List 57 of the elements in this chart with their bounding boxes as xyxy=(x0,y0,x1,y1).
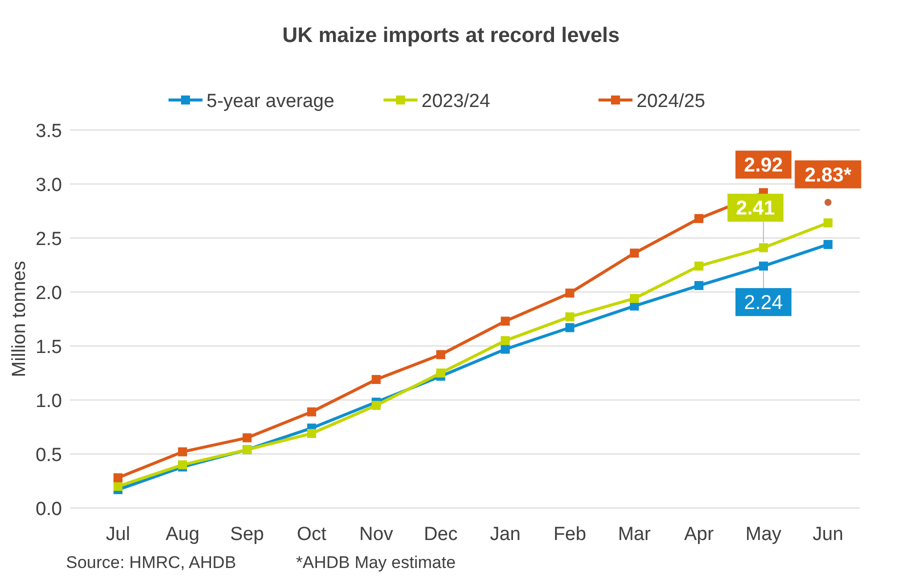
point xyxy=(307,407,316,416)
point xyxy=(758,262,768,271)
point xyxy=(500,316,510,326)
x-tick-label: Feb xyxy=(553,524,586,545)
point xyxy=(500,344,510,354)
point xyxy=(436,350,446,360)
x-tick-label: Jul xyxy=(106,524,130,545)
point xyxy=(694,281,704,290)
point xyxy=(307,428,316,438)
y-tick-label: 2.5 xyxy=(36,229,62,250)
data-label: 2.83* xyxy=(804,164,852,186)
point xyxy=(824,218,832,228)
y-tick-label: 0.5 xyxy=(36,445,62,466)
point xyxy=(372,400,381,410)
x-tick-label: Dec xyxy=(424,524,458,545)
x-tick-label: May xyxy=(746,524,782,545)
legend-label: 2023/24 xyxy=(422,91,491,112)
point xyxy=(500,336,510,346)
point xyxy=(114,482,122,491)
point xyxy=(565,312,574,322)
data-label: 2.41 xyxy=(736,198,775,220)
x-tick-label: Nov xyxy=(359,524,394,545)
x-tick-label: Aug xyxy=(166,524,200,545)
y-tick-label: 3.0 xyxy=(36,175,62,196)
point xyxy=(824,198,832,206)
point xyxy=(565,323,574,332)
data-label: 2.92 xyxy=(744,154,783,177)
source-note: Source: HMRC, AHDB xyxy=(66,553,236,572)
point xyxy=(630,248,639,258)
data-label: 2.24 xyxy=(744,292,783,314)
legend-label: 2024/25 xyxy=(636,91,706,112)
x-tick-label: Apr xyxy=(684,524,714,545)
point xyxy=(824,240,832,249)
point xyxy=(436,368,446,378)
point xyxy=(758,243,768,252)
x-tick-label: Jan xyxy=(490,524,521,545)
point xyxy=(372,374,381,384)
point xyxy=(114,473,122,482)
point xyxy=(694,262,704,271)
point xyxy=(565,288,574,298)
x-tick-label: Jun xyxy=(812,524,844,545)
point xyxy=(630,294,639,303)
y-tick-label: 0.0 xyxy=(36,499,62,520)
point xyxy=(178,447,188,456)
point xyxy=(242,433,252,442)
x-tick-label: Sep xyxy=(230,524,264,545)
y-tick-label: 1.0 xyxy=(36,391,62,412)
x-tick-label: Mar xyxy=(618,524,652,545)
y-tick-label: 1.5 xyxy=(36,337,62,358)
y-axis-title: Million tonnes xyxy=(9,260,30,378)
point xyxy=(694,214,704,224)
legend-label: 5-year average xyxy=(206,91,334,112)
chart-title: UK maize imports at record levels xyxy=(282,24,620,47)
y-tick-label: 2.0 xyxy=(36,283,62,304)
text: *AHDB May estimate xyxy=(296,553,456,572)
x-tick-label: Oct xyxy=(296,524,328,545)
y-tick-label: 3.5 xyxy=(36,121,62,142)
